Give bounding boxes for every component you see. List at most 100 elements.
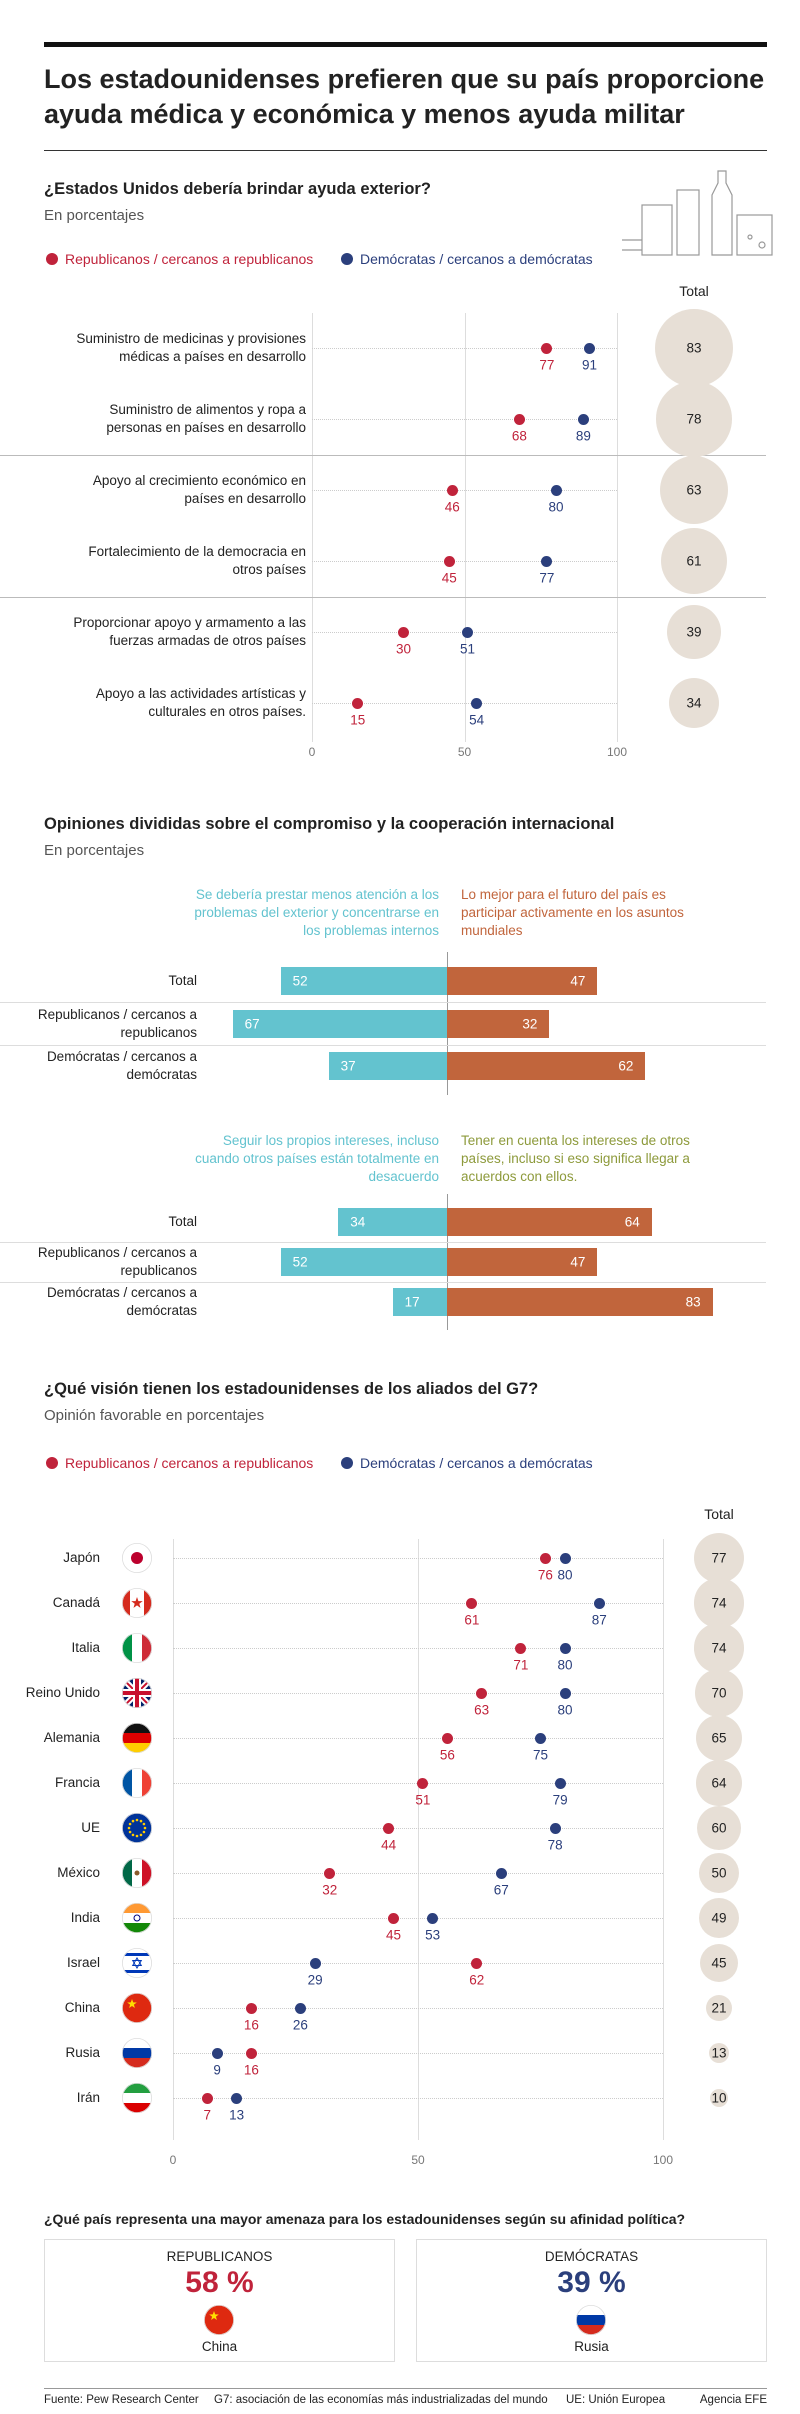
chart-title: ¿Estados Unidos debería brindar ayuda ex… [44, 180, 431, 198]
dot-label: 80 [557, 1702, 573, 1718]
total-bubble [694, 1578, 744, 1628]
bar [447, 1288, 713, 1316]
total-bubble [694, 1623, 744, 1673]
total-bubble [699, 1943, 739, 1983]
category-label: Israel [66, 1955, 100, 1970]
row-line [173, 1693, 663, 1694]
dot [471, 697, 483, 709]
flag [121, 1902, 153, 1934]
category-label: Reino Unido [25, 1685, 100, 1700]
row-line [312, 703, 617, 704]
flag-part [121, 1587, 153, 1619]
total-header: Total [679, 283, 709, 299]
dot [352, 697, 364, 709]
grid-line [312, 313, 313, 742]
flag-part [575, 2304, 607, 2336]
dot [541, 342, 553, 354]
dot [554, 1777, 566, 1789]
grid-line [418, 1539, 419, 2140]
total-bubble [705, 1994, 733, 2022]
flag-part [121, 1812, 153, 1844]
legend-dot [46, 253, 58, 265]
flag-part [131, 1956, 143, 1970]
total-label: 10 [711, 2090, 727, 2106]
category-label: UE [81, 1820, 100, 1835]
flag [121, 1767, 153, 1799]
chart-subtitle: En porcentajes [44, 842, 145, 859]
flag-part [576, 2305, 606, 2315]
row-line [173, 1603, 663, 1604]
total-bubble [660, 456, 728, 524]
footer-note: G7: asociación de las economías más indu… [214, 2394, 548, 2406]
flag-part [121, 1857, 153, 1889]
dot [443, 555, 455, 567]
row-line [312, 561, 617, 562]
dot-label: 79 [552, 1792, 568, 1808]
flag-part [122, 1948, 152, 1978]
total-label: 64 [711, 1775, 727, 1791]
legend-dot [341, 253, 353, 265]
category-label: Demócratas / cercanos a demócratas [46, 1285, 197, 1318]
flag-part [121, 2082, 153, 2114]
flag [121, 2037, 153, 2069]
grid-line [464, 313, 466, 742]
row-line [0, 1282, 766, 1283]
flag [575, 2304, 607, 2336]
flag-part [122, 1588, 152, 1618]
bar [447, 1052, 646, 1080]
dot [446, 484, 458, 496]
flag-part [122, 2083, 152, 2113]
title-rule [44, 150, 767, 151]
dot-label: 78 [547, 1837, 563, 1853]
flag-part [122, 1733, 152, 1743]
legend-label: Demócratas / cercanos a demócratas [360, 251, 593, 267]
flag-part [122, 1588, 130, 1618]
total-label: 83 [686, 340, 702, 356]
flag-part [121, 1902, 153, 1934]
dot [584, 342, 596, 354]
flag-part [122, 1723, 152, 1733]
flag-part [121, 1992, 153, 2024]
dot-label: 16 [243, 2017, 259, 2033]
category-label: Japón [63, 1550, 100, 1565]
bar [338, 1208, 447, 1236]
x-tick-label: 100 [606, 745, 628, 759]
chart-subtitle: En porcentajes [44, 207, 145, 224]
flag-part [122, 1993, 152, 2023]
bar [280, 967, 447, 995]
dot-label: 51 [415, 1792, 431, 1808]
row-line [0, 1242, 766, 1243]
category-label: Rusia [65, 2045, 100, 2060]
flag-part [143, 1826, 147, 1830]
flag-part [576, 2305, 606, 2335]
total-label: 50 [711, 1865, 727, 1881]
bar-label: 62 [618, 1058, 634, 1074]
row-line [0, 1044, 766, 1046]
row-line [312, 490, 617, 491]
flag-part [121, 1767, 153, 1799]
flag-part [142, 1768, 152, 1798]
flag-part [121, 1542, 153, 1574]
flag-part [128, 1830, 132, 1834]
flag-part [122, 1743, 152, 1753]
flag-part [121, 2082, 153, 2114]
dot [515, 1642, 527, 1654]
dot-label: 45 [385, 1927, 402, 1943]
flag-part [131, 1552, 143, 1564]
flag-part [139, 1833, 143, 1837]
chart-title: ¿Qué visión tienen los estadounidenses d… [44, 1380, 539, 1398]
header-left: Se debería prestar menos atención a los … [194, 887, 439, 938]
category-label: China [64, 2000, 100, 2015]
flag-part [122, 1923, 152, 1933]
x-tick-label: 100 [652, 2153, 674, 2167]
grid-line [173, 1539, 174, 2140]
dot-label: 44 [381, 1837, 397, 1853]
dot-label: 91 [582, 357, 598, 373]
flag-part [122, 1678, 152, 1708]
dot [559, 1552, 571, 1564]
dot [388, 1912, 399, 1924]
total-bubble [699, 1898, 739, 1938]
legend-label: Republicanos / cercanos a republicanos [65, 1455, 314, 1471]
flag-part [121, 1632, 153, 1664]
